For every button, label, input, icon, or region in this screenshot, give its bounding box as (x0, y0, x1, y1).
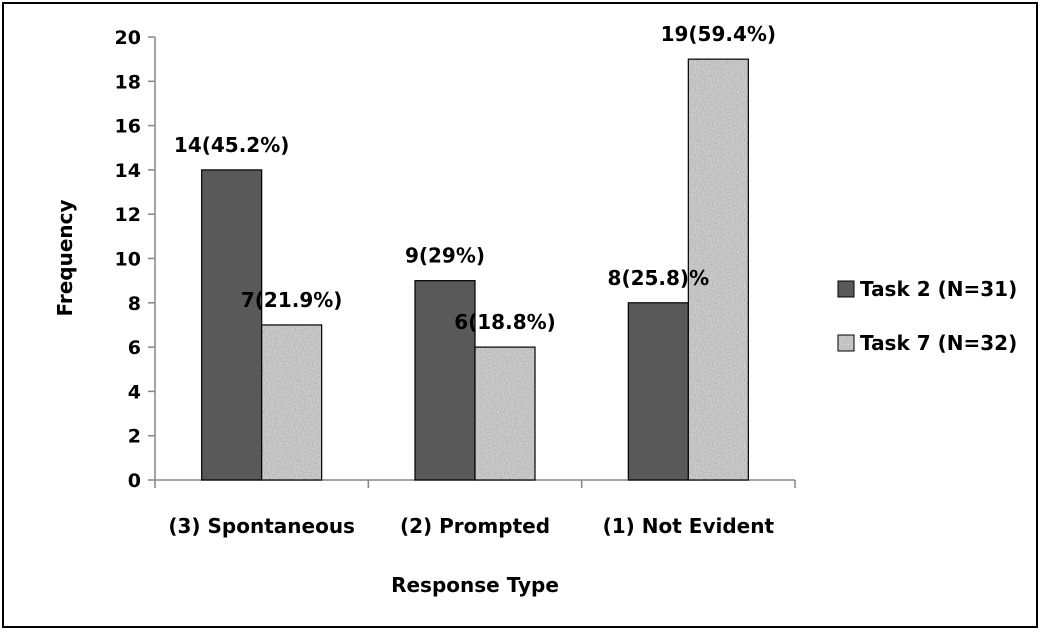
bar-task2-1 (414, 280, 476, 481)
y-axis-label: Frequency (53, 199, 77, 316)
bars-group (201, 58, 749, 481)
bar-task2-2 (627, 302, 689, 481)
y-tick-label: 6 (128, 337, 141, 359)
bar-task2-0 (201, 169, 263, 481)
legend: Task 2 (N=31) Task 7 (N=32) (837, 277, 1017, 355)
legend-swatch (837, 334, 855, 352)
y-tick-label: 12 (115, 204, 141, 226)
y-tick-label: 18 (115, 71, 141, 93)
legend-label: Task 2 (N=31) (860, 277, 1017, 301)
y-tick-label: 20 (115, 27, 141, 49)
data-label: 14(45.2%) (174, 133, 290, 157)
y-tick-label: 0 (128, 470, 141, 492)
bar-task7-0 (261, 324, 323, 481)
bar-task7-2 (687, 58, 749, 481)
chart-frame (2, 2, 1038, 628)
data-label: 19(59.4%) (661, 22, 777, 46)
data-label: 7(21.9%) (241, 288, 343, 312)
y-tick-label: 14 (115, 160, 141, 182)
y-tick-label: 4 (128, 381, 141, 403)
bar-task7-1 (474, 346, 536, 481)
legend-label: Task 7 (N=32) (860, 331, 1017, 355)
axes: 0 2 4 6 8 10 12 14 16 18 20 (3) Spontaneous (2) Prom… (115, 27, 796, 538)
data-label: 6(18.8%) (454, 310, 556, 334)
x-category-label: (1) Not Evident (603, 514, 775, 538)
data-label: 9(29%) (405, 244, 485, 268)
y-tick-label: 8 (128, 293, 141, 315)
data-label: 8(25.8)% (608, 266, 710, 290)
x-axis-label: Response Type (391, 573, 559, 597)
y-tick-label: 2 (128, 426, 141, 448)
y-tick-label: 10 (115, 249, 141, 271)
legend-swatch (837, 280, 855, 298)
data-labels-group: 14(45.2%) 9(29%) 8(25.8)% 7(21.9%) 6(18.8%) 1… (174, 22, 776, 334)
x-category-label: (2) Prompted (400, 514, 550, 538)
x-category-label: (3) Spontaneous (168, 514, 355, 538)
y-tick-label: 16 (115, 116, 141, 138)
